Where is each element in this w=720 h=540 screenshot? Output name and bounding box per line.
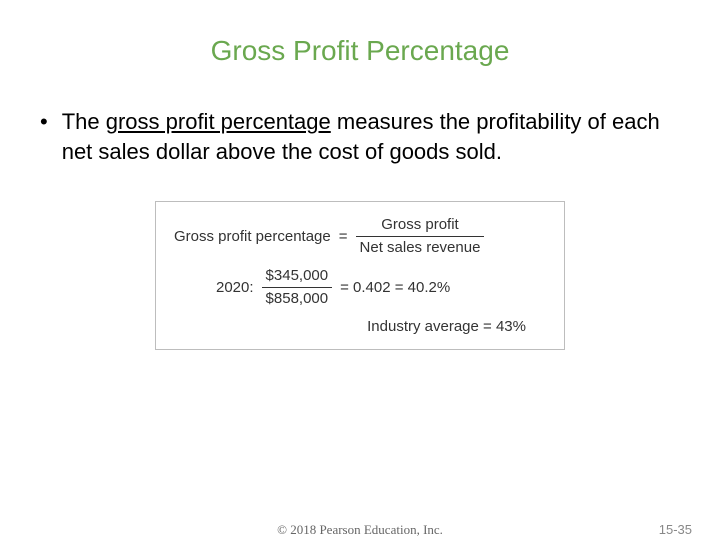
page-number: 15-35 — [659, 522, 692, 537]
formula-box: Gross profit percentage = Gross profit N… — [155, 201, 565, 350]
formula-fraction: Gross profit Net sales revenue — [356, 216, 485, 257]
industry-average: Industry average = 43% — [174, 318, 526, 335]
formula-numerator: Gross profit — [377, 216, 463, 236]
bullet-pre: The — [62, 109, 106, 134]
slide: Gross Profit Percentage • The gross prof… — [0, 0, 720, 540]
formula-calc-row: 2020: $345,000 $858,000 = 0.402 = 40.2% — [216, 267, 546, 308]
bullet-block: • The gross profit percentage measures t… — [40, 107, 680, 167]
equals-sign: = — [339, 228, 348, 245]
formula-denominator: Net sales revenue — [356, 236, 485, 257]
formula-label: Gross profit percentage — [174, 228, 331, 245]
calc-year: 2020: — [216, 279, 254, 296]
calc-denominator: $858,000 — [262, 287, 333, 308]
slide-title: Gross Profit Percentage — [40, 35, 680, 67]
calc-result: = 0.402 = 40.2% — [340, 279, 450, 296]
calc-numerator: $345,000 — [262, 267, 333, 287]
bullet-text: The gross profit percentage measures the… — [62, 107, 680, 167]
formula-definition-row: Gross profit percentage = Gross profit N… — [174, 216, 546, 257]
bullet-item: • The gross profit percentage measures t… — [40, 107, 680, 167]
bullet-marker: • — [40, 107, 48, 137]
copyright-text: © 2018 Pearson Education, Inc. — [277, 522, 443, 538]
bullet-underlined: gross profit percentage — [106, 109, 331, 134]
calc-fraction: $345,000 $858,000 — [262, 267, 333, 308]
